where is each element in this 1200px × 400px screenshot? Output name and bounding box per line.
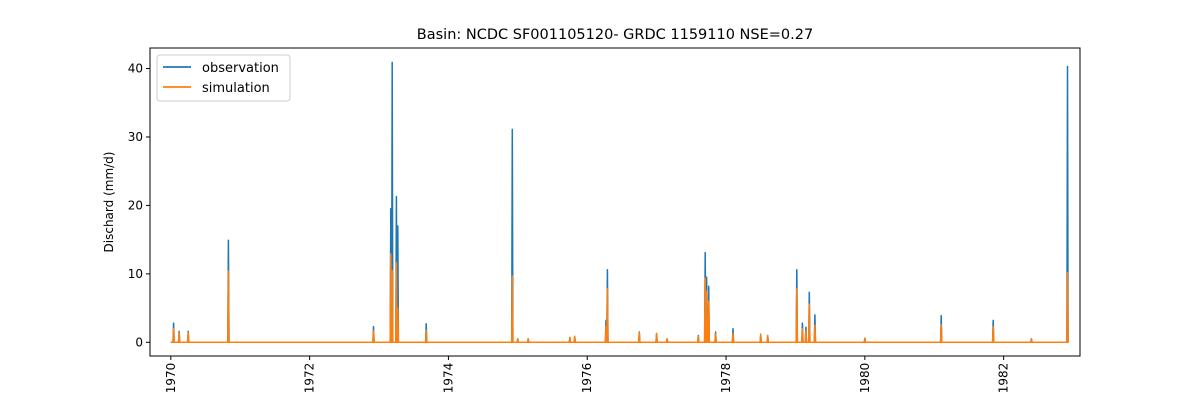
series-line-simulation xyxy=(170,253,1069,344)
legend: observation simulation xyxy=(156,54,291,102)
x-axis: 1970 1972 1974 1976 1978 1980 1982 xyxy=(164,356,1011,393)
y-tick-label: 20 xyxy=(128,198,143,212)
plot-area xyxy=(170,61,1069,344)
x-tick-label: 1974 xyxy=(441,363,455,394)
y-tick-label: 30 xyxy=(128,130,143,144)
y-axis: 0 10 20 30 40 xyxy=(128,62,150,349)
x-tick-label: 1978 xyxy=(719,363,733,394)
x-tick-label: 1980 xyxy=(858,363,872,394)
y-tick-label: 40 xyxy=(128,62,143,76)
legend-label-observation: observation xyxy=(202,61,279,76)
plot-frame xyxy=(149,47,1081,357)
x-tick-label: 1976 xyxy=(580,363,594,394)
x-tick-label: 1970 xyxy=(164,363,178,394)
chart-title: Basin: NCDC SF001105120- GRDC 1159110 NS… xyxy=(417,27,813,43)
y-axis-label: Dischard (mm/d) xyxy=(102,152,116,253)
y-tick-label: 10 xyxy=(128,267,143,281)
legend-label-simulation: simulation xyxy=(202,81,270,96)
y-tick-label: 0 xyxy=(135,335,143,349)
series-line-observation xyxy=(170,61,1069,344)
x-tick-label: 1972 xyxy=(303,363,317,394)
x-tick-label: 1982 xyxy=(997,363,1011,394)
